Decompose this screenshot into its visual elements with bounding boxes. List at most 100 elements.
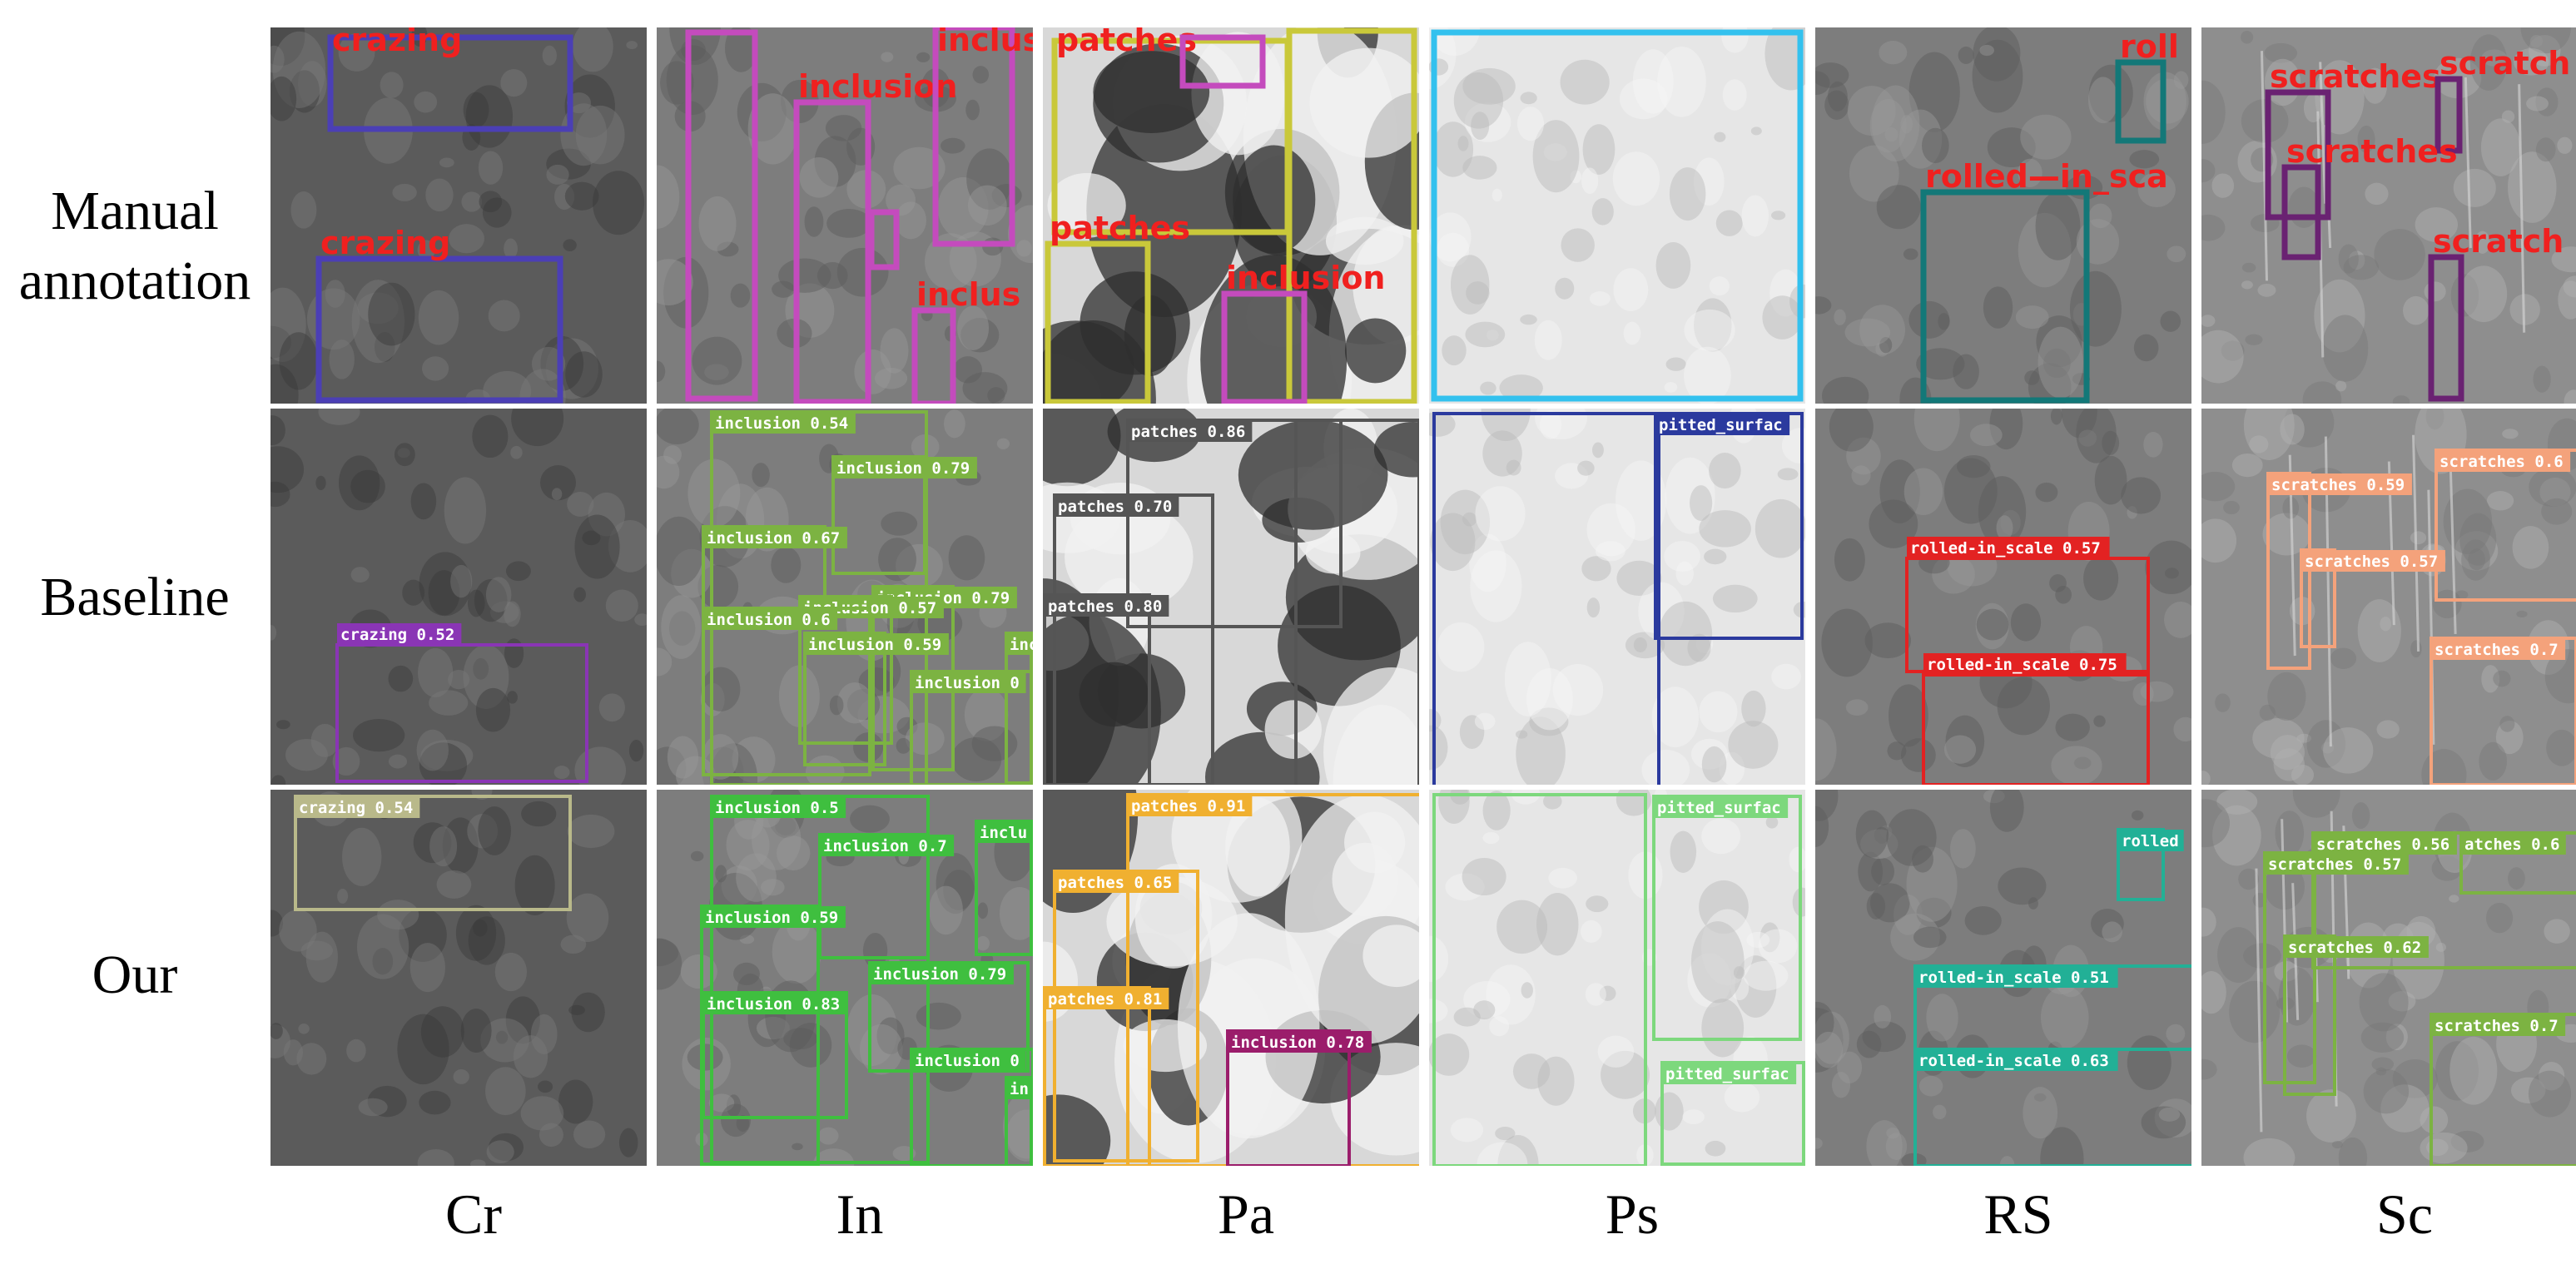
detection-label: inclusion 0.78 [1231, 1034, 1364, 1052]
panel-image-baseline-rs: rolled-in_scale 0.57 rolled-in_scale 0.75 [1815, 409, 2191, 785]
annotation-label: patches [1050, 210, 1190, 246]
detection-box [1221, 290, 1308, 404]
annotation-label: scratch [2433, 223, 2564, 260]
annotation-label: scratches [2286, 133, 2458, 170]
detection-label: inclusion 0.5 [715, 799, 839, 817]
detection-label-bg [712, 796, 846, 818]
panel-ours-pa: patches 0.91 patches 0.65 patches 0.81 incl… [1043, 790, 1419, 1166]
panel-image-baseline-pa: patches 0.86 patches 0.70 patches 0.80 [1043, 409, 1419, 785]
detection-label-bg [712, 412, 856, 434]
detection-label: scratches 0.57 [2268, 855, 2401, 874]
row-label-ours: Our [0, 940, 270, 1010]
annotation-label: patches [1056, 27, 1197, 58]
panel-manual-pa: patches patches inclusion [1043, 27, 1419, 404]
panel-ours-rs: rolled rolled-in_scale 0.51 rolled-in_scal… [1815, 790, 2191, 1166]
detection-label-bg [2118, 830, 2184, 851]
panel-baseline-sc: scratches 0.59 scratches 0.6 scratches 0.5… [2201, 409, 2576, 785]
detection-box [1179, 34, 1266, 89]
detection-label: in [1010, 1080, 1029, 1098]
detection-label: pitted_surfac [1659, 416, 1783, 434]
detection-label: inclusion 0 [915, 674, 1020, 692]
detection-box [685, 29, 758, 402]
detection-label-bg [295, 796, 420, 818]
detection-label: rolled-in_scale 0.57 [1910, 539, 2101, 558]
panel-image-baseline-in: inclusion 0.54 inclusion 0.79 inclusion 0.… [657, 409, 1033, 785]
panel-image-ours-pa: patches 0.91 patches 0.65 patches 0.81 incl… [1043, 790, 1419, 1166]
detection-box [327, 34, 573, 132]
detection-label: patches 0.91 [1131, 797, 1245, 815]
detection-box [2428, 254, 2464, 402]
detection-label-bg [1228, 1031, 1372, 1053]
annotation-label: inclusion [798, 68, 957, 105]
detection-box [1432, 412, 1660, 785]
panel-baseline-rs: rolled-in_scale 0.57 rolled-in_scale 0.75 [1815, 409, 2191, 785]
panel-ours-in: inclusion 0.5 inclusion 0.7 inclu inclusion… [657, 790, 1033, 1166]
detection-label: pitted_surfac [1657, 799, 1781, 817]
detection-label: patches 0.80 [1048, 597, 1162, 616]
panel-image-manual-rs: roll rolled—in_sca [1815, 27, 2191, 404]
detection-label-bg [2461, 833, 2566, 855]
panel-manual-in: inclusion inclusion inclus [657, 27, 1033, 404]
panel-ours-cr: crazing 0.54 [271, 790, 647, 1166]
col-label-sc: Sc [2376, 1182, 2433, 1246]
panel-image-manual-ps [1429, 27, 1805, 404]
detection-label: inc [1010, 636, 1033, 654]
panel-manual-sc: scratches scratch scratches scratch [2201, 27, 2576, 404]
panel-image-ours-ps: pitted_surfac pitted_surfac [1429, 790, 1805, 1166]
panel-image-ours-in: inclusion 0.5 inclusion 0.7 inclu inclusion… [657, 790, 1033, 1166]
row-label-baseline-line1: Baseline [40, 567, 230, 627]
panel-baseline-pa: patches 0.86 patches 0.70 patches 0.80 [1043, 409, 1419, 785]
col-label-rs: RS [1983, 1182, 2053, 1246]
detection-label: scratches 0.56 [2316, 835, 2449, 854]
panel-image-ours-cr: crazing 0.54 [271, 790, 647, 1166]
detection-label-bg [976, 821, 1032, 843]
annotation-label: inclus [916, 276, 1020, 313]
detection-box [335, 643, 588, 783]
detection-label: crazing 0.52 [340, 626, 454, 644]
detection-box [2265, 89, 2331, 221]
detection-label-bg [1045, 595, 1169, 617]
detection-label-bg [703, 993, 847, 1014]
detection-label-bg [1006, 1078, 1033, 1099]
col-label-cr: Cr [445, 1182, 502, 1246]
detection-box [1920, 189, 2090, 404]
detection-label: rolled-in_scale 0.51 [1918, 969, 2109, 987]
detection-label-bg [1128, 420, 1253, 442]
detection-box [1126, 793, 1419, 1166]
detection-label: inclusion 0.79 [873, 965, 1006, 984]
detection-box [868, 209, 900, 270]
detection-box [932, 27, 1015, 247]
annotation-label: scratches [2270, 58, 2441, 95]
annotation-label: crazing [320, 225, 450, 261]
detection-label: crazing 0.54 [299, 799, 413, 817]
row-label-ours-line1: Our [92, 944, 178, 1005]
panel-baseline-ps: pitted_surfac [1429, 409, 1805, 785]
detection-label-bg [1006, 633, 1033, 655]
detection-label-bg [1045, 988, 1169, 1009]
detection-label: inclusion 0.59 [808, 636, 941, 654]
detection-label: inclusion 0.6 [707, 611, 831, 629]
panel-image-ours-sc: scratches 0.56 atches 0.6 scratches 0.57 sc… [2201, 790, 2576, 1166]
detection-box [2435, 76, 2463, 154]
row-label-baseline: Baseline [0, 563, 270, 632]
detection-label: patches 0.70 [1058, 498, 1172, 516]
detection-label: patches 0.81 [1048, 990, 1162, 1009]
detection-box [294, 795, 572, 911]
detection-label: rolled [2122, 832, 2179, 850]
panel-manual-rs: roll rolled—in_sca [1815, 27, 2191, 404]
detection-label-bg [2313, 833, 2457, 855]
detection-label-bg [1915, 966, 2118, 988]
detection-box [1045, 240, 1151, 404]
panel-baseline-cr: crazing 0.52 [271, 409, 647, 785]
panel-image-manual-pa: patches patches inclusion [1043, 27, 1419, 404]
detection-label-bg [1654, 796, 1789, 818]
detection-label-bg [337, 623, 462, 645]
panel-manual-ps [1429, 27, 1805, 404]
detection-label-bg [2285, 936, 2429, 958]
row-label-manual-line2: annotation [18, 250, 251, 311]
detection-box [911, 307, 956, 404]
detection-label: scratches 0.57 [2305, 553, 2438, 571]
detection-label-bg [911, 1049, 1026, 1071]
row-label-manual: Manual annotation [0, 176, 270, 316]
detection-label: inclusion 0.83 [707, 995, 840, 1014]
